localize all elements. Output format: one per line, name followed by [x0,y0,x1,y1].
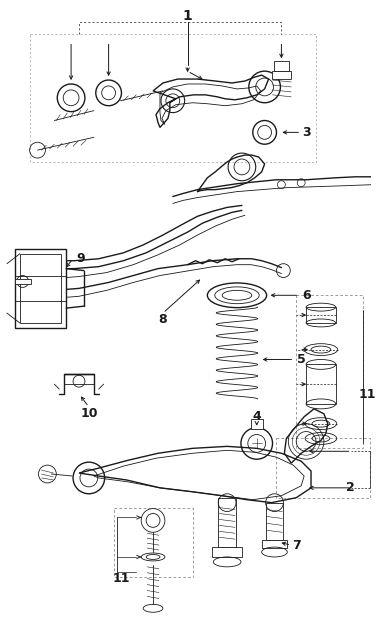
Text: 10: 10 [80,407,98,420]
Text: 9: 9 [77,252,85,265]
Text: 4: 4 [252,410,261,423]
Text: 7: 7 [292,539,300,551]
FancyBboxPatch shape [306,307,336,323]
Text: 11: 11 [113,572,130,585]
Text: 5: 5 [297,353,306,366]
Text: 3: 3 [302,126,311,139]
FancyBboxPatch shape [306,364,336,404]
Text: 11: 11 [359,387,376,401]
Text: 2: 2 [346,481,355,494]
FancyBboxPatch shape [20,254,61,323]
Bar [296,295,363,448]
FancyBboxPatch shape [15,249,66,328]
FancyBboxPatch shape [271,71,291,79]
FancyBboxPatch shape [212,547,242,557]
Text: 1: 1 [183,9,193,23]
Bar [114,508,193,577]
FancyBboxPatch shape [251,418,263,429]
FancyBboxPatch shape [218,498,236,547]
Bar [30,34,316,162]
FancyBboxPatch shape [273,61,289,71]
FancyBboxPatch shape [262,540,287,548]
FancyBboxPatch shape [265,502,284,540]
Text: 6: 6 [302,289,311,302]
Text: 8: 8 [159,314,167,326]
Bar [276,438,370,498]
FancyBboxPatch shape [15,279,30,284]
